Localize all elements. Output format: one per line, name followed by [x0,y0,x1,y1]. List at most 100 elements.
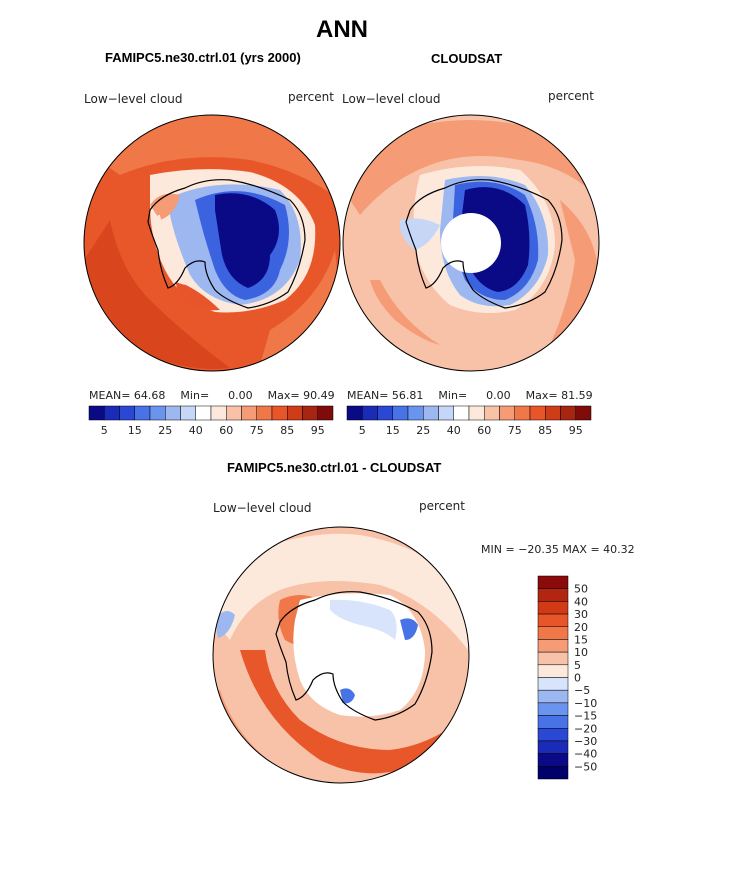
difference-colorbar-tick-label: −40 [574,748,597,761]
left-colorbar-swatch [226,405,242,421]
difference-units-label: percent [419,499,465,513]
difference-colorbar-tick-label: −15 [574,710,597,723]
difference-colorbar-swatch [537,664,569,678]
right-colorbar-swatch [407,405,424,421]
difference-colorbar-swatch [537,575,569,589]
left-colorbar-swatch [241,405,257,421]
right-colorbar-swatch [423,405,439,421]
right-colorbar-swatch [484,405,500,421]
right-variable-label: Low−level cloud [342,92,441,106]
difference-coastline [275,591,433,721]
difference-colorbar-swatch [537,715,569,729]
right-max-label: Max= [525,389,558,402]
difference-max-label: MAX = [562,543,600,556]
left-panel-title: FAMIPC5.ne30.ctrl.01 (yrs 2000) [105,50,301,65]
left-colorbar-swatch [210,405,227,421]
left-colorbar-swatch [256,405,273,421]
difference-colorbar-swatch [537,613,569,627]
left-colorbar-swatch [302,405,318,421]
left-colorbar-swatch [149,405,166,421]
right-colorbar-tick-label: 5 [359,424,366,437]
left-colorbar-tick-label: 40 [189,424,203,437]
right-colorbar-swatch [346,405,363,421]
left-colorbar-swatch [271,405,288,421]
difference-colorbar-tick-label: 50 [574,583,588,596]
difference-colorbar-swatch [537,728,569,742]
left-min-label: Min= [180,389,210,402]
difference-colorbar-swatch [537,753,569,767]
right-stats: MEAN= 56.81 Min= 0.00 Max= 81.59 [347,389,593,402]
left-colorbar-tick-label: 15 [128,424,142,437]
right-colorbar-swatch [514,405,531,421]
left-colorbar-swatch [317,405,334,421]
difference-colorbar-swatch [537,677,569,691]
difference-colorbar-swatch [537,601,569,615]
left-colorbar-swatch [195,405,212,421]
left-colorbar-swatch [134,405,151,421]
right-polar-map [343,115,599,371]
difference-colorbar-swatch [537,702,569,716]
difference-polar-map [213,527,469,783]
right-colorbar-swatch [499,405,515,421]
right-colorbar-swatch [377,405,393,421]
difference-colorbar-tick-label: −5 [574,684,590,697]
difference-colorbar-tick-label: 40 [574,595,588,608]
left-colorbar-swatch [104,405,120,421]
difference-colorbar-tick-label: 0 [574,672,581,685]
difference-colorbar-swatch [537,588,569,602]
difference-colorbar-tick-label: 10 [574,646,588,659]
difference-colorbar-swatch [537,766,569,780]
difference-min-value: −20.35 [518,543,559,556]
right-coastline [405,179,563,309]
difference-colorbar-tick-label: −50 [574,760,597,773]
difference-colorbar-tick-label: 20 [574,621,588,634]
left-min-value: 0.00 [228,389,253,402]
right-colorbar-tick-label: 75 [508,424,522,437]
right-colorbar-swatch [362,405,378,421]
right-mean-value: 56.81 [391,389,424,402]
left-colorbar-tick-label: 60 [219,424,233,437]
figure-title: ANN [316,16,368,43]
left-max-value: 90.49 [303,389,335,402]
left-mean-value: 64.68 [133,389,166,402]
right-colorbar: 5 15 25 40 60 75 85 95 [346,405,592,437]
difference-variable-label: Low−level cloud [213,501,312,515]
left-max-label: Max= [267,389,300,402]
right-colorbar-swatch [468,405,485,421]
right-max-value: 81.59 [561,389,593,402]
right-colorbar-tick-label: 40 [447,424,461,437]
left-colorbar-tick-label: 5 [101,424,108,437]
right-units-label: percent [548,89,594,103]
difference-colorbar-tick-label: −10 [574,697,597,710]
left-colorbar-swatch [119,405,135,421]
left-colorbar-swatch [88,405,105,421]
difference-colorbar-tick-label: 15 [574,633,588,646]
left-colorbar-swatch [165,405,181,421]
left-mean-label: MEAN= [89,389,131,402]
left-colorbar-swatch [180,405,196,421]
right-colorbar-swatch [529,405,546,421]
difference-colorbar-tick-label: 5 [574,659,581,672]
right-min-value: 0.00 [486,389,511,402]
difference-colorbar-swatch [537,689,569,704]
left-units-label: percent [288,90,334,104]
right-mean-label: MEAN= [347,389,389,402]
right-colorbar-tick-label: 95 [569,424,583,437]
left-variable-label: Low−level cloud [84,92,183,106]
difference-colorbar-swatch [537,626,569,640]
right-min-label: Min= [438,389,468,402]
right-colorbar-tick-label: 60 [477,424,491,437]
difference-colorbar-swatch [537,651,569,666]
difference-colorbar-tick-label: −20 [574,722,597,735]
difference-colorbar-tick-label: 30 [574,608,588,621]
difference-colorbar-swatch [537,639,569,653]
right-colorbar-swatch [453,405,470,421]
left-colorbar-tick-label: 95 [311,424,325,437]
difference-colorbar-tick-label: −30 [574,735,597,748]
left-colorbar: 5 15 25 40 60 75 85 95 [88,405,334,437]
right-colorbar-swatch [438,405,454,421]
left-colorbar-swatch [287,405,303,421]
left-stats: MEAN= 64.68 Min= 0.00 Max= 90.49 [89,389,335,402]
